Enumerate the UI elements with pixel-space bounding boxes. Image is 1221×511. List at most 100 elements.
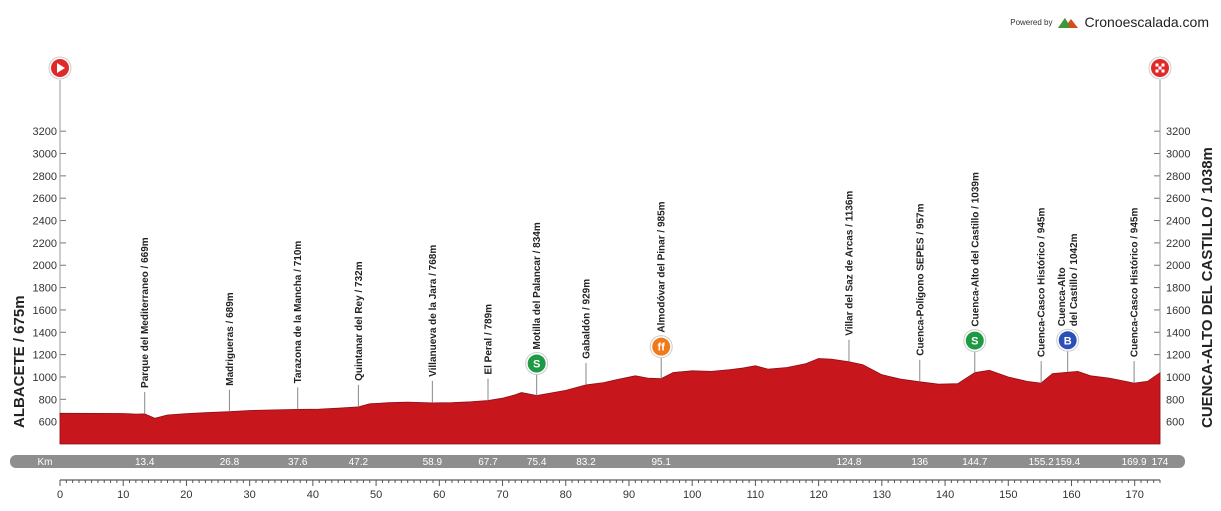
waypoint-label: Villanueva de la Jara / 768m — [428, 245, 439, 377]
waypoint-label: Tarazona de la Mancha / 710m — [293, 241, 304, 384]
x-tick-label: 100 — [683, 489, 701, 501]
bonus-badge-icon: B — [1056, 328, 1080, 352]
powered-by-text: Powered by — [1010, 17, 1053, 27]
y-tick-label: 1200 — [1166, 350, 1190, 362]
y-tick-label: 3200 — [33, 126, 57, 138]
km-marker-label: 26.8 — [220, 457, 240, 468]
y-tick-label: 600 — [39, 417, 57, 429]
start-triangle — [57, 63, 65, 73]
km-marker-label: 174 — [1152, 457, 1169, 468]
y-tick-label: 2800 — [33, 171, 57, 183]
x-tick-label: 0 — [57, 489, 63, 501]
y-tick-label: 1800 — [33, 283, 57, 295]
start-finish-icons — [48, 56, 1172, 80]
y-tick-label: 600 — [1166, 417, 1184, 429]
waypoint-label: El Peral / 789m — [483, 304, 494, 375]
y-tick-label: 800 — [1166, 394, 1184, 406]
y-tick-label: 2000 — [33, 260, 57, 272]
waypoint-label: Motilla del Palancar / 834m — [532, 222, 543, 349]
km-marker-label: 47.2 — [349, 457, 369, 468]
y-tick-label: 2400 — [1166, 216, 1190, 228]
y-tick-label: 1200 — [33, 350, 57, 362]
x-tick-label: 60 — [433, 489, 445, 501]
x-tick-label: 120 — [809, 489, 827, 501]
badge-fill — [1058, 331, 1077, 350]
brand-name: Cronoescalada.com — [1084, 14, 1209, 30]
finish-check — [1158, 66, 1162, 70]
y-axis-right: 600 800 1000 1200 1400 1600 1800 2000 2200 2400 26… — [1166, 126, 1190, 428]
km-marker-label: 124.8 — [836, 457, 861, 468]
y-tick-label: 3200 — [1166, 126, 1190, 138]
sprint-badge-icon: S — [525, 352, 549, 376]
waypoint-label: Cuenca-Casco Histórico / 945m — [1130, 208, 1141, 358]
badge-fill — [652, 337, 671, 356]
y-tick-label: 1000 — [33, 372, 57, 384]
y-tick-label: 1800 — [1166, 283, 1190, 295]
finish-check — [1161, 63, 1165, 67]
finish-check — [1155, 63, 1159, 67]
y-axis-left: 600 800 1000 1200 1400 1600 1800 2000 2200 2400 26… — [33, 126, 57, 428]
y-tick-label: 2800 — [1166, 171, 1190, 183]
x-tick-label: 20 — [180, 489, 192, 501]
km-marker-label: 13.4 — [135, 457, 155, 468]
feed-badge-icon: ff — [649, 335, 673, 359]
km-marker-label: 58.9 — [423, 457, 443, 468]
x-tick-label: 40 — [307, 489, 319, 501]
km-marker-label: 144.7 — [962, 457, 987, 468]
x-tick-label: 130 — [873, 489, 891, 501]
x-tick-label: 160 — [1062, 489, 1080, 501]
waypoint-label: Gabaldón / 929m — [581, 279, 592, 359]
km-marker-label: 75.4 — [527, 457, 547, 468]
y-tick-label: 1000 — [1166, 372, 1190, 384]
y-tick-label: 3000 — [1166, 149, 1190, 161]
waypoint-label: Almodóvar del Pinar / 985m — [657, 201, 668, 332]
y-tick-label: 1400 — [33, 327, 57, 339]
elevation-area — [59, 358, 1161, 445]
y-tick-label: 2600 — [33, 193, 57, 205]
finish-check — [1161, 69, 1165, 73]
waypoint-label: Cuenca-Polígono SEPES / 957m — [915, 203, 926, 355]
sprint-badge-icon: S — [963, 329, 987, 353]
y-tick-label: 2200 — [33, 238, 57, 250]
km-axis-label: Km — [38, 457, 53, 468]
y-tick-label: 2200 — [1166, 238, 1190, 250]
waypoint-label: Parque del Mediterraneo / 669m — [140, 237, 151, 388]
branding[interactable]: Powered by Cronoescalada.com — [1010, 14, 1209, 30]
y-tick-label: 3000 — [33, 149, 57, 161]
km-marker-label: 37.6 — [288, 457, 308, 468]
waypoint-label: Villar del Saz de Arcas / 1136m — [844, 191, 855, 336]
y-tick-label: 1600 — [1166, 305, 1190, 317]
finish-label: CUENCA-ALTO DEL CASTILLO / 1038m — [1199, 147, 1216, 428]
badge-glyph: S — [533, 359, 540, 371]
waypoint-label: Cuenca-Casco Histórico / 945m — [1037, 208, 1048, 358]
y-tick-label: 1400 — [1166, 327, 1190, 339]
y-tick-label: 1600 — [33, 305, 57, 317]
y-tick-label: 800 — [39, 394, 57, 406]
x-axis: 0 10 20 30 40 50 60 70 80 90 100 110 120 130 140 150 160… — [57, 479, 1161, 501]
mountain-logo-icon — [1058, 18, 1079, 28]
finish-check — [1155, 69, 1159, 73]
km-bar: Km 13.4 26.8 37.6 47.2 58.9 67.7 75.4 83.2 95.1 12… — [10, 455, 1185, 468]
badge-glyph: S — [971, 336, 978, 348]
waypoint-label: Cuenca-Alto del Castillo / 1039m — [970, 172, 981, 327]
waypoint-label-line: Cuenca-Alto — [1057, 267, 1068, 326]
km-marker-label: 95.1 — [651, 457, 671, 468]
x-tick-label: 90 — [623, 489, 635, 501]
x-tick-label: 80 — [560, 489, 572, 501]
y-tick-label: 2000 — [1166, 260, 1190, 272]
start-play-icon — [48, 56, 72, 80]
badge-fill — [965, 331, 984, 350]
x-tick-label: 140 — [936, 489, 954, 501]
x-tick-label: 10 — [117, 489, 129, 501]
km-marker-label: 67.7 — [478, 457, 498, 468]
km-marker-label: 159.4 — [1055, 457, 1080, 468]
x-tick-label: 150 — [999, 489, 1017, 501]
km-marker-label: 136 — [911, 457, 928, 468]
waypoint-label-line: del Castillo / 1042m — [1069, 233, 1080, 326]
badge-glyph: B — [1064, 335, 1072, 347]
badge-glyph: ff — [658, 342, 666, 354]
badge-fill — [527, 354, 546, 373]
elevation-fill — [59, 358, 1161, 445]
waypoint-label: Cuenca-Altodel Castillo / 1042m — [1057, 233, 1080, 326]
